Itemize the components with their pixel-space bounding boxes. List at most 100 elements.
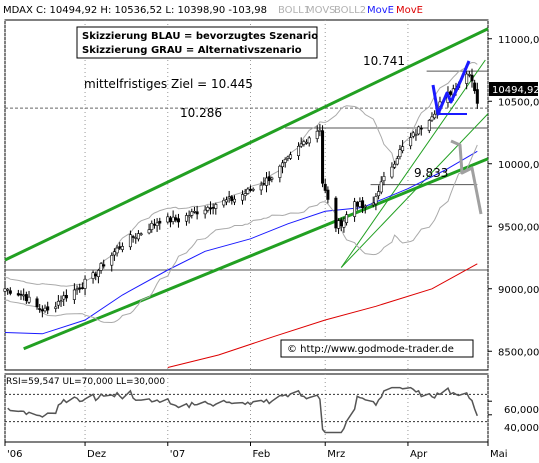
legend-move-blue: MovE — [367, 5, 394, 16]
moving-averages — [4, 150, 478, 368]
legend-boll1: BOLL1 — [278, 5, 310, 16]
trend-channel — [4, 27, 489, 351]
candle-body — [363, 205, 367, 208]
candle-body — [227, 196, 231, 199]
ma-blue-line — [4, 150, 478, 335]
candle-body — [136, 233, 140, 240]
y-tick-label: 9000,00 — [498, 285, 539, 296]
candle-body — [297, 145, 301, 157]
candle-body — [374, 196, 378, 205]
candle-body — [307, 137, 311, 144]
candle-body — [337, 220, 341, 229]
candle-body — [208, 207, 212, 210]
candle-body — [449, 91, 453, 95]
legend-move-red: MovE — [396, 5, 423, 16]
scenario-legend-blue: Skizzierung BLAU = bevorzugtes Szenario — [82, 31, 318, 42]
candle-body — [91, 272, 95, 279]
candle-body — [35, 298, 39, 308]
candle-body — [315, 130, 319, 139]
candle-body — [230, 196, 234, 202]
candle-body — [259, 184, 263, 191]
candle-body — [240, 194, 244, 201]
candle-body — [83, 278, 87, 289]
candle-body — [206, 207, 210, 211]
candle-body — [176, 218, 180, 223]
bollinger-lower — [4, 144, 478, 324]
level-high-label: 10.741 — [363, 54, 405, 68]
candle-body — [3, 288, 7, 292]
y-tick-label: 10000,00 — [498, 160, 539, 171]
candle-body — [305, 142, 309, 144]
ma-red-line — [167, 263, 478, 368]
candle-body — [398, 149, 402, 158]
candle-body — [430, 116, 434, 121]
candle-body — [16, 293, 20, 296]
candle-body — [409, 137, 413, 147]
candle-body — [139, 233, 143, 236]
candle-body — [27, 296, 31, 303]
candle-body — [46, 306, 50, 311]
rsi-line — [7, 386, 478, 434]
candle-body — [75, 288, 79, 291]
candle-body — [286, 156, 290, 159]
legend-movs: MOVS — [306, 5, 336, 16]
candle-body — [470, 74, 474, 82]
candle-body — [339, 219, 343, 227]
channel-upper — [4, 27, 489, 262]
candle-body — [43, 307, 47, 312]
candle-body — [152, 224, 156, 226]
candle-body — [243, 193, 247, 196]
candle-body — [281, 162, 285, 167]
candle-body — [246, 188, 250, 194]
candle-body — [326, 189, 330, 200]
candle-body — [433, 113, 437, 119]
candle-body — [62, 295, 66, 300]
candle-body — [203, 209, 207, 215]
candle-body — [224, 199, 228, 203]
target-label: mittelfristiges Ziel = 10.445 — [84, 77, 253, 91]
candle-body — [411, 132, 415, 137]
candle-body — [168, 217, 172, 223]
candle-body — [40, 309, 44, 312]
candle-body — [427, 120, 431, 131]
candle-body — [401, 146, 405, 151]
y-tick-label: 10500,00 — [498, 97, 539, 108]
candle-body — [377, 191, 381, 197]
candle-body — [54, 306, 58, 309]
level-low-label: 9.833 — [414, 166, 448, 180]
x-tick-label: Mai — [490, 449, 508, 460]
rsi-tick-60: 60,000 — [504, 405, 539, 416]
candle-body — [110, 255, 114, 266]
candle-body — [78, 287, 82, 290]
candle-body — [118, 246, 122, 249]
candle-body — [345, 214, 349, 223]
x-tick-label: Mrz — [327, 449, 345, 460]
level-mid-label: 10.286 — [180, 106, 222, 120]
candle-body — [342, 220, 346, 228]
candle-body — [467, 74, 471, 76]
candle-body — [465, 73, 469, 84]
candle-body — [147, 229, 151, 234]
channel-lower — [23, 157, 489, 351]
candle-body — [267, 176, 271, 182]
steep-trend-line — [340, 113, 489, 268]
candle-body — [265, 177, 269, 186]
candle-body — [249, 188, 253, 191]
x-tick-label: Apr — [410, 449, 428, 460]
candle-body — [166, 216, 170, 223]
candle-body — [262, 183, 266, 185]
candle-body — [195, 211, 199, 215]
candle-body — [115, 247, 119, 254]
candle-body — [131, 236, 135, 238]
candle-body — [112, 251, 116, 256]
candle-body — [417, 126, 421, 135]
candle-body — [419, 127, 423, 130]
candle-body — [414, 134, 418, 136]
candle-body — [80, 287, 84, 289]
candle-body — [64, 294, 68, 299]
candle-body — [278, 165, 282, 178]
candle-body — [6, 288, 10, 291]
candle-body — [379, 181, 383, 193]
candle-body — [475, 89, 479, 104]
header-quote: C: 10494,92 H: 10536,52 L: 10398,90 -103… — [36, 5, 267, 16]
